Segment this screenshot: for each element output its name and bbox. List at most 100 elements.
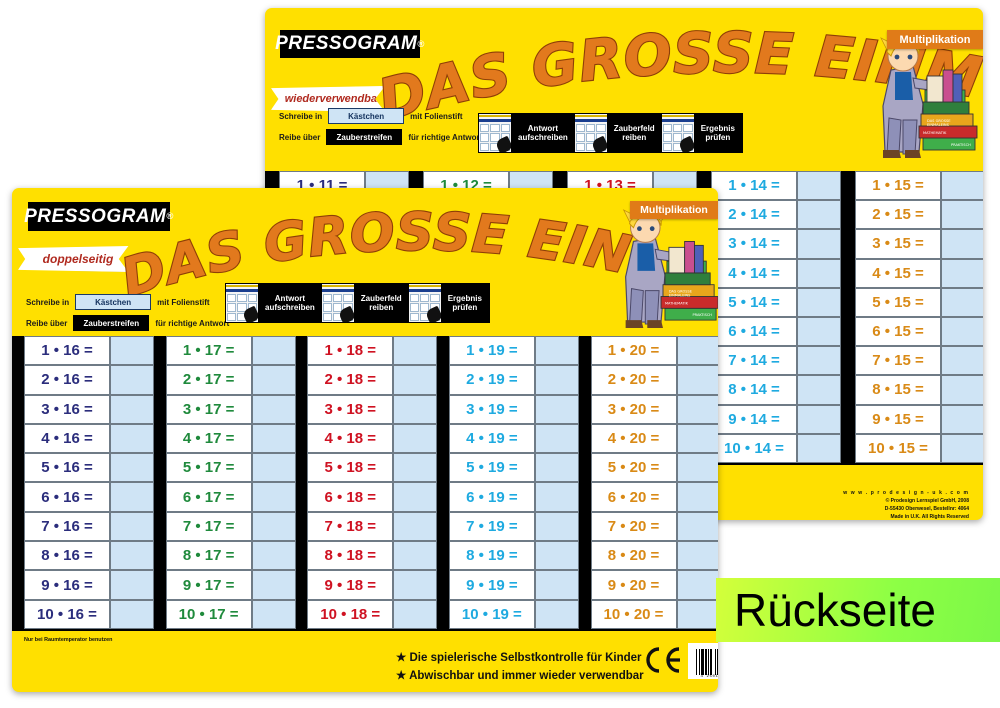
- answer-field[interactable]: [251, 541, 296, 571]
- answer-field[interactable]: [251, 365, 296, 395]
- answer-field[interactable]: [797, 229, 841, 259]
- answer-field[interactable]: [797, 375, 841, 405]
- answer-field[interactable]: [251, 511, 296, 542]
- answer-field[interactable]: [110, 482, 154, 512]
- answer-field[interactable]: [534, 541, 579, 571]
- answer-field[interactable]: [941, 229, 983, 259]
- answer-field[interactable]: [110, 599, 154, 629]
- equation-cell: 1 • 16 =: [24, 336, 110, 366]
- table-row: 6 • 16 =: [24, 482, 154, 512]
- answer-field[interactable]: [676, 365, 718, 395]
- answer-field[interactable]: [251, 599, 296, 629]
- answer-field[interactable]: [110, 453, 154, 483]
- answer-field[interactable]: [393, 423, 438, 454]
- answer-field[interactable]: [251, 482, 296, 512]
- answer-field[interactable]: [941, 375, 983, 405]
- magic-strip[interactable]: [578, 336, 591, 631]
- equation-cell: 5 • 16 =: [24, 453, 110, 483]
- answer-field[interactable]: [251, 394, 296, 424]
- table-row: 8 • 18 =: [307, 541, 438, 571]
- answer-field[interactable]: [251, 570, 296, 600]
- answer-field[interactable]: [941, 200, 983, 230]
- answer-field[interactable]: [534, 570, 579, 600]
- answer-field[interactable]: [110, 423, 154, 454]
- answer-field[interactable]: [797, 171, 841, 201]
- answer-field[interactable]: [676, 570, 718, 600]
- answer-field[interactable]: [797, 258, 841, 288]
- answer-field[interactable]: [676, 599, 718, 629]
- multiplication-table-front[interactable]: 1 • 16 = 2 • 16 = 3 • 16 = 4 • 16 = 5 • 16 =…: [12, 336, 718, 631]
- answer-field[interactable]: [941, 316, 983, 347]
- answer-field[interactable]: [797, 404, 841, 434]
- equation-cell: 5 • 19 =: [448, 453, 535, 483]
- answer-field[interactable]: [393, 365, 438, 395]
- answer-field[interactable]: [797, 316, 841, 347]
- answer-field[interactable]: [676, 541, 718, 571]
- answer-field[interactable]: [941, 287, 983, 317]
- answer-field[interactable]: [534, 423, 579, 454]
- subject-badge-label: Multiplikation: [899, 33, 971, 46]
- answer-field[interactable]: [676, 394, 718, 424]
- answer-field[interactable]: [534, 511, 579, 542]
- table-row: 3 • 14 =: [711, 229, 841, 259]
- table-column-16: 1 • 16 = 2 • 16 = 3 • 16 = 4 • 16 = 5 • 16 =…: [24, 336, 154, 631]
- answer-field[interactable]: [676, 336, 718, 366]
- answer-field[interactable]: [797, 200, 841, 230]
- answer-field[interactable]: [534, 599, 579, 629]
- table-row: 9 • 14 =: [711, 404, 841, 434]
- equation-cell: 10 • 16 =: [24, 599, 110, 629]
- answer-field[interactable]: [534, 482, 579, 512]
- answer-field[interactable]: [941, 171, 983, 201]
- answer-field[interactable]: [797, 287, 841, 317]
- temperature-note: Nur bei Raumtemperator benutzen: [24, 637, 113, 643]
- steps-strip-front: Antwort aufschreiben Zauberfeld reiben E…: [225, 283, 490, 323]
- card-front[interactable]: PRESSOGRAM® doppelseitig DAS GROSSE EINM…: [12, 188, 718, 692]
- answer-field[interactable]: [110, 365, 154, 395]
- answer-field[interactable]: [393, 394, 438, 424]
- answer-field[interactable]: [393, 336, 438, 366]
- answer-field[interactable]: [393, 453, 438, 483]
- answer-field[interactable]: [110, 541, 154, 571]
- answer-field[interactable]: [941, 346, 983, 376]
- answer-field[interactable]: [941, 258, 983, 288]
- answer-field[interactable]: [110, 570, 154, 600]
- table-row: 10 • 19 =: [448, 599, 579, 629]
- magic-strip[interactable]: [437, 336, 449, 631]
- answer-field[interactable]: [110, 336, 154, 366]
- answer-field[interactable]: [110, 511, 154, 542]
- magic-strip[interactable]: [295, 336, 308, 631]
- answer-field[interactable]: [393, 541, 438, 571]
- brand-logo-front: PRESSOGRAM ®: [24, 202, 173, 231]
- table-row: 3 • 16 =: [24, 394, 154, 424]
- answer-field[interactable]: [941, 404, 983, 434]
- answer-field[interactable]: [393, 482, 438, 512]
- table-row: 3 • 19 =: [448, 394, 579, 424]
- answer-field[interactable]: [941, 433, 983, 463]
- answer-field[interactable]: [534, 336, 579, 366]
- answer-field[interactable]: [676, 423, 718, 454]
- answer-field[interactable]: [251, 423, 296, 454]
- magic-strip[interactable]: [154, 336, 166, 631]
- table-row: 8 • 17 =: [165, 541, 296, 571]
- answer-field[interactable]: [251, 453, 296, 483]
- answer-field[interactable]: [534, 394, 579, 424]
- answer-field[interactable]: [534, 365, 579, 395]
- answer-field[interactable]: [797, 433, 841, 463]
- table-row: 3 • 20 =: [590, 394, 718, 424]
- answer-field[interactable]: [251, 336, 296, 366]
- table-row: 9 • 17 =: [165, 570, 296, 600]
- answer-field[interactable]: [797, 346, 841, 376]
- chip-kaestchen: Kästchen: [328, 108, 405, 124]
- step-line1: Zauberfeld: [613, 123, 655, 133]
- answer-field[interactable]: [676, 453, 718, 483]
- answer-field[interactable]: [393, 511, 438, 542]
- answer-field[interactable]: [676, 511, 718, 542]
- table-row: 2 • 20 =: [590, 365, 718, 395]
- answer-field[interactable]: [393, 570, 438, 600]
- answer-field[interactable]: [393, 599, 438, 629]
- answer-field[interactable]: [534, 453, 579, 483]
- instruction-row: Reibe über Zauberstreifen für richtige A…: [279, 129, 482, 145]
- answer-field[interactable]: [110, 394, 154, 424]
- answer-field[interactable]: [676, 482, 718, 512]
- magic-strip[interactable]: [841, 171, 855, 465]
